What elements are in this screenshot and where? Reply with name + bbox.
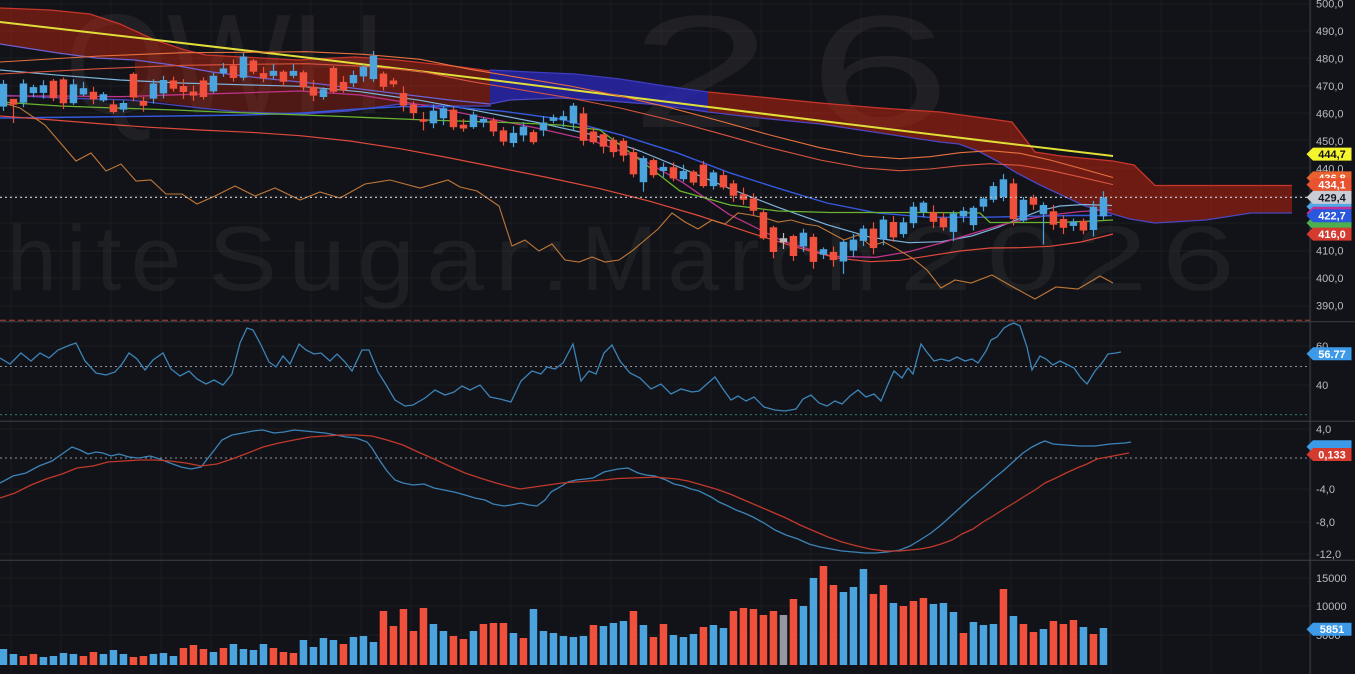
svg-text:-12,0: -12,0 xyxy=(1316,549,1341,561)
svg-text:390,0: 390,0 xyxy=(1316,300,1344,312)
svg-text:-8,0: -8,0 xyxy=(1316,517,1335,529)
svg-text:White: White xyxy=(0,208,191,310)
svg-text:Sugar:: Sugar: xyxy=(208,206,581,309)
svg-text:460,0: 460,0 xyxy=(1316,108,1344,120)
svg-text:434,1: 434,1 xyxy=(1318,180,1346,192)
svg-text:5851: 5851 xyxy=(1320,624,1344,636)
svg-text:480,0: 480,0 xyxy=(1316,54,1344,66)
svg-text:10000: 10000 xyxy=(1316,601,1347,613)
svg-text:444,7: 444,7 xyxy=(1318,149,1346,161)
svg-text:490,0: 490,0 xyxy=(1316,26,1344,38)
svg-text:15000: 15000 xyxy=(1316,573,1347,585)
svg-text:416,0: 416,0 xyxy=(1318,229,1346,241)
svg-text:4,0: 4,0 xyxy=(1316,424,1331,436)
svg-text:0,133: 0,133 xyxy=(1318,450,1346,462)
svg-text:470,0: 470,0 xyxy=(1316,81,1344,93)
svg-text:400,0: 400,0 xyxy=(1316,273,1344,285)
svg-text:-4,0: -4,0 xyxy=(1316,484,1335,496)
svg-text:410,0: 410,0 xyxy=(1316,246,1344,258)
svg-text:40: 40 xyxy=(1316,380,1328,392)
svg-text:422,7: 422,7 xyxy=(1318,211,1346,223)
svg-text:429,4: 429,4 xyxy=(1318,192,1346,204)
svg-text:450,0: 450,0 xyxy=(1316,136,1344,148)
svg-text:500,0: 500,0 xyxy=(1316,0,1344,11)
svg-text:56.77: 56.77 xyxy=(1318,349,1346,361)
